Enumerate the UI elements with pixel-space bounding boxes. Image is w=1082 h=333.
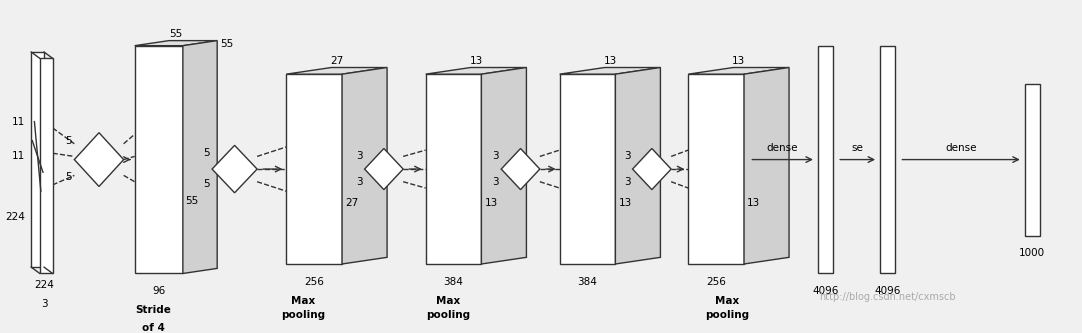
Text: 3: 3 [356, 151, 362, 161]
Polygon shape [616, 68, 660, 264]
Text: 256: 256 [707, 277, 726, 287]
Text: 27: 27 [345, 198, 358, 208]
Text: 5: 5 [66, 172, 72, 182]
Polygon shape [1025, 84, 1040, 235]
Text: 5: 5 [66, 136, 72, 146]
Text: 4096: 4096 [874, 286, 901, 296]
Polygon shape [287, 68, 387, 74]
Polygon shape [744, 68, 789, 264]
Text: 3: 3 [41, 299, 48, 309]
Text: 5: 5 [203, 148, 210, 158]
Polygon shape [31, 52, 44, 267]
Polygon shape [183, 41, 217, 273]
Text: 3: 3 [624, 151, 631, 161]
Text: Max: Max [436, 296, 460, 306]
Polygon shape [212, 145, 258, 193]
Text: 55: 55 [221, 39, 234, 49]
Text: 224: 224 [5, 211, 25, 221]
Text: 384: 384 [578, 277, 597, 287]
Polygon shape [633, 149, 671, 189]
Text: 13: 13 [485, 198, 498, 208]
Text: 4096: 4096 [813, 286, 839, 296]
Text: Stride: Stride [135, 305, 171, 315]
Text: pooling: pooling [704, 310, 749, 320]
Text: 256: 256 [304, 277, 325, 287]
Text: pooling: pooling [281, 310, 326, 320]
Text: 13: 13 [748, 198, 761, 208]
Polygon shape [880, 46, 895, 273]
Polygon shape [481, 68, 527, 264]
Polygon shape [365, 149, 404, 189]
Text: 13: 13 [733, 56, 745, 66]
Text: 11: 11 [12, 152, 25, 162]
Polygon shape [134, 41, 217, 46]
Polygon shape [425, 74, 481, 264]
Polygon shape [75, 133, 123, 186]
Text: 384: 384 [444, 277, 463, 287]
Text: 224: 224 [35, 280, 54, 290]
Text: 55: 55 [169, 29, 183, 39]
Text: 3: 3 [356, 177, 362, 187]
Polygon shape [134, 46, 183, 273]
Polygon shape [688, 74, 744, 264]
Polygon shape [818, 46, 833, 273]
Polygon shape [688, 68, 789, 74]
Text: 96: 96 [153, 286, 166, 296]
Text: 3: 3 [624, 177, 631, 187]
Polygon shape [559, 74, 616, 264]
Text: 5: 5 [203, 179, 210, 189]
Polygon shape [501, 149, 540, 189]
Text: of 4: of 4 [142, 323, 164, 333]
Polygon shape [287, 74, 342, 264]
Text: 13: 13 [619, 198, 632, 208]
Text: dense: dense [946, 143, 977, 153]
Text: Max: Max [715, 296, 739, 306]
Text: 1000: 1000 [1019, 248, 1045, 258]
Text: 13: 13 [470, 56, 483, 66]
Text: 3: 3 [492, 177, 499, 187]
Text: Max: Max [291, 296, 316, 306]
Text: 3: 3 [492, 151, 499, 161]
Text: 27: 27 [330, 56, 343, 66]
Text: 11: 11 [12, 117, 25, 127]
Polygon shape [40, 58, 53, 273]
Text: pooling: pooling [426, 310, 471, 320]
Text: se: se [852, 143, 863, 153]
Text: 55: 55 [185, 195, 198, 205]
Polygon shape [342, 68, 387, 264]
Text: 13: 13 [604, 56, 617, 66]
Polygon shape [559, 68, 660, 74]
Text: http://blog.csdn.net/cxmscb: http://blog.csdn.net/cxmscb [819, 292, 956, 302]
Polygon shape [425, 68, 527, 74]
Text: dense: dense [767, 143, 799, 153]
